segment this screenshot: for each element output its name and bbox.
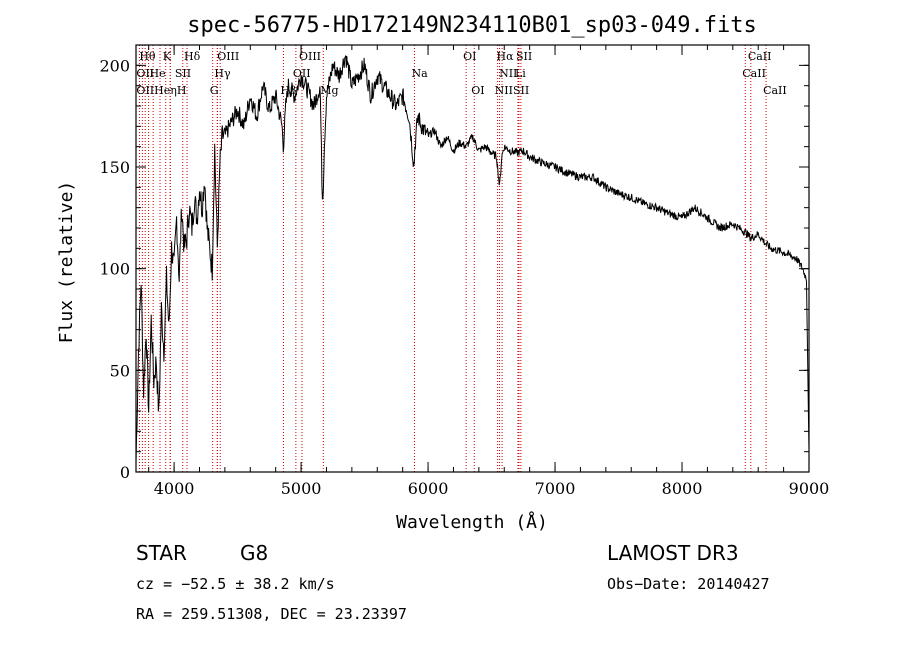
x-tick-label: 5000 <box>281 479 322 498</box>
x-axis-ticks: 4000 5000 6000 7000 8000 9000 <box>148 45 830 498</box>
observation-date: Obs−Date: 20140427 <box>607 575 770 593</box>
line-label: OII <box>136 67 154 80</box>
line-label: Hγ <box>214 67 231 80</box>
chart-title: spec-56775-HD172149N234110B01_sp03-049.f… <box>187 13 757 38</box>
line-label: He <box>150 67 166 80</box>
line-label: Li <box>515 67 526 80</box>
line-label: Hα <box>497 50 515 63</box>
x-tick-label: 4000 <box>154 479 195 498</box>
line-label: OIII <box>299 50 321 63</box>
y-tick-label: 0 <box>120 463 130 482</box>
x-tick-label: 8000 <box>662 479 703 498</box>
survey-name: LAMOST DR3 <box>607 541 739 565</box>
object-class: STAR <box>136 541 187 565</box>
line-label: CaII <box>742 67 766 80</box>
x-axis-label: Wavelength (Å) <box>396 511 548 533</box>
y-axis-ticks: 0 50 100 150 200 <box>99 44 809 482</box>
y-tick-label: 100 <box>99 260 130 279</box>
line-label: CaII <box>748 50 772 63</box>
line-label: OII <box>293 67 311 80</box>
line-label: K <box>163 50 172 63</box>
line-label: G <box>210 84 219 97</box>
coordinates: RA = 259.51308, DEC = 23.23397 <box>136 605 407 623</box>
line-label: SII <box>175 67 191 80</box>
x-tick-label: 9000 <box>789 479 830 498</box>
spectrum-line <box>135 55 810 463</box>
line-label: NII <box>499 67 517 80</box>
line-label: SII <box>516 50 532 63</box>
line-label: Na <box>411 67 428 80</box>
line-label: OI <box>463 50 476 63</box>
y-axis-label: Flux (relative) <box>56 181 77 344</box>
line-label: OI <box>471 84 484 97</box>
x-tick-label: 6000 <box>408 479 449 498</box>
y-tick-label: 200 <box>99 56 130 75</box>
line-label: Hθ <box>139 50 156 63</box>
redshift-value: cz = −52.5 ± 38.2 km/s <box>136 575 335 593</box>
line-label: OIII <box>217 50 239 63</box>
line-label: OIIHeηH <box>136 84 186 97</box>
line-label: CaII <box>763 84 787 97</box>
plot-frame <box>135 44 810 473</box>
spectral-type: G8 <box>240 541 268 565</box>
line-label: Mg <box>320 84 338 97</box>
y-tick-label: 150 <box>99 158 130 177</box>
spectral-line-markers <box>138 45 767 472</box>
line-label: NIISII <box>495 84 530 97</box>
x-tick-label: 7000 <box>535 479 576 498</box>
y-tick-label: 50 <box>110 361 130 380</box>
line-label: Hδ <box>184 50 201 63</box>
